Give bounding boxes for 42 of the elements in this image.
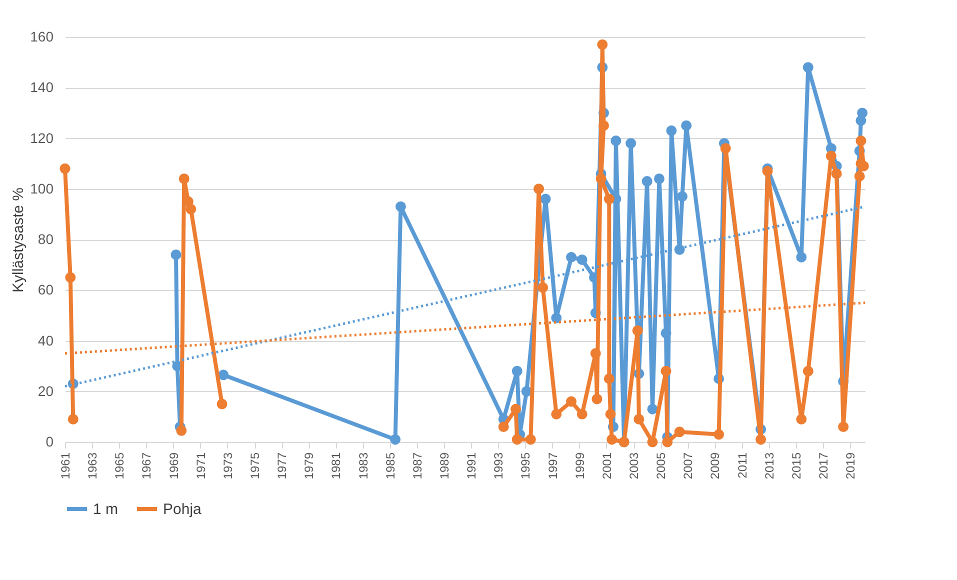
x-tick-label: 1989 [438,452,452,480]
y-tick-label: 60 [38,282,54,298]
y-tick-label: 20 [38,382,54,399]
y-tick-label: 80 [38,231,54,247]
x-tick-label: 1987 [410,452,424,480]
x-tick-label: 1967 [140,452,154,480]
x-tick-label: 1969 [166,452,181,480]
x-tick-label: 2003 [627,452,642,480]
x-tick-label: 1973 [220,452,235,480]
x-tick-label: 2007 [681,452,696,480]
y-tick-label: 120 [30,130,54,146]
x-tick-label: 1975 [248,452,262,480]
x-tick-label: 1979 [302,452,316,480]
x-tick-label: 1963 [86,452,100,480]
x-tick-label: 1985 [383,452,398,480]
legend-label: Pohja [163,501,202,518]
x-tick-label: 1965 [112,452,127,480]
x-tick-label: 1997 [546,452,560,480]
y-tick-label: 140 [30,79,54,96]
x-tick-label: 2005 [654,452,668,480]
x-tick-label: 2009 [708,452,722,480]
x-tick-label: 2013 [762,452,776,480]
x-tick-label: 1971 [194,452,208,480]
x-tick-label: 1991 [464,452,479,480]
y-tick-label: 40 [38,332,54,348]
y-tick-label: 160 [30,28,54,44]
y-tick-label: 0 [46,434,54,450]
y-tick-label: 100 [30,180,54,196]
x-tick-label: 1983 [356,452,370,480]
x-tick-label: 2001 [600,452,614,480]
x-tick-label: 1995 [518,452,533,480]
x-tick-label: 1999 [572,452,587,480]
x-tick-label: 1961 [58,452,72,480]
y-axis-title: Kyllästysaste % [10,187,28,293]
x-tick-label: 2017 [816,452,831,480]
x-tick-label: 1977 [275,452,290,480]
x-tick-label: 1993 [492,452,506,480]
x-tick-label: 2015 [789,452,804,480]
x-tick-label: 2019 [844,452,858,480]
legend-label: 1 m [93,501,118,518]
x-tick-label: 2011 [735,452,750,478]
x-tick-label: 1981 [329,452,344,480]
